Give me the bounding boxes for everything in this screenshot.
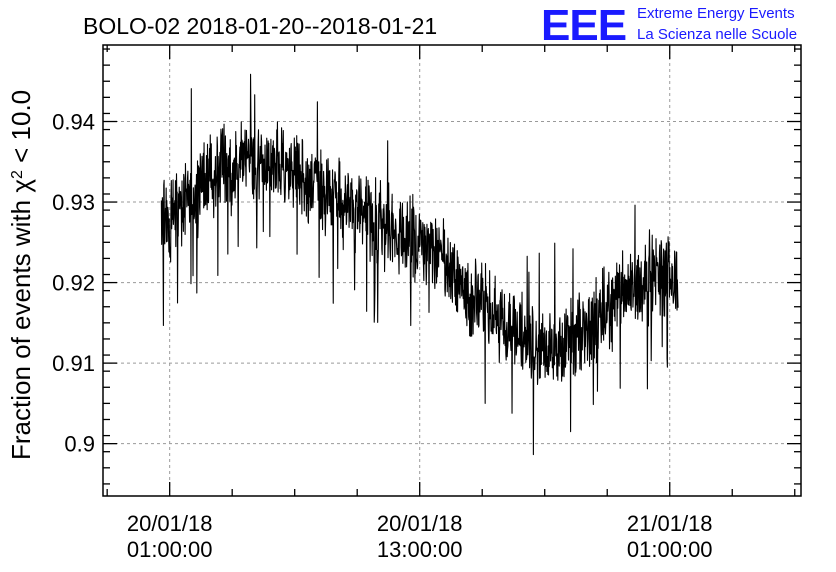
series-line-path bbox=[160, 73, 679, 456]
y-axis-label-prefix: Fraction of events with χ bbox=[6, 179, 36, 460]
y-axis-label-sup: 2 bbox=[9, 170, 26, 179]
y-tick-label: 0.91 bbox=[52, 351, 95, 376]
eee-logo-mark: EEE bbox=[541, 1, 626, 50]
series-line bbox=[160, 73, 679, 456]
y-tick-label: 0.93 bbox=[52, 190, 95, 215]
x-tick-label-time: 01:00:00 bbox=[627, 537, 713, 562]
eee-logo: EEE Extreme Energy Events La Scienza nel… bbox=[541, 1, 797, 50]
axis-ticks bbox=[103, 45, 801, 496]
y-tick-labels: 0.9 0.91 0.92 0.93 0.94 bbox=[52, 110, 95, 457]
x-tick-label-time: 01:00:00 bbox=[127, 537, 213, 562]
x-tick-label-date: 20/01/18 bbox=[377, 511, 463, 536]
y-axis-label: Fraction of events with χ2 < 10.0 bbox=[6, 90, 36, 460]
plot-frame bbox=[102, 44, 802, 497]
y-axis-label-suffix: < 10.0 bbox=[6, 90, 36, 170]
y-tick-label: 0.9 bbox=[64, 432, 95, 457]
eee-logo-line2: La Scienza nelle Scuole bbox=[637, 26, 797, 43]
x-tick-label-date: 21/01/18 bbox=[627, 511, 713, 536]
y-tick-label: 0.92 bbox=[52, 271, 95, 296]
chart-title: BOLO-02 2018-01-20--2018-01-21 bbox=[83, 13, 437, 39]
y-tick-label: 0.94 bbox=[52, 110, 95, 135]
x-tick-labels: 20/01/1801:00:0020/01/1813:00:0021/01/18… bbox=[127, 511, 713, 562]
eee-logo-line1: Extreme Energy Events bbox=[637, 5, 795, 22]
x-tick-label-date: 20/01/18 bbox=[127, 511, 213, 536]
x-tick-label-time: 13:00:00 bbox=[377, 537, 463, 562]
